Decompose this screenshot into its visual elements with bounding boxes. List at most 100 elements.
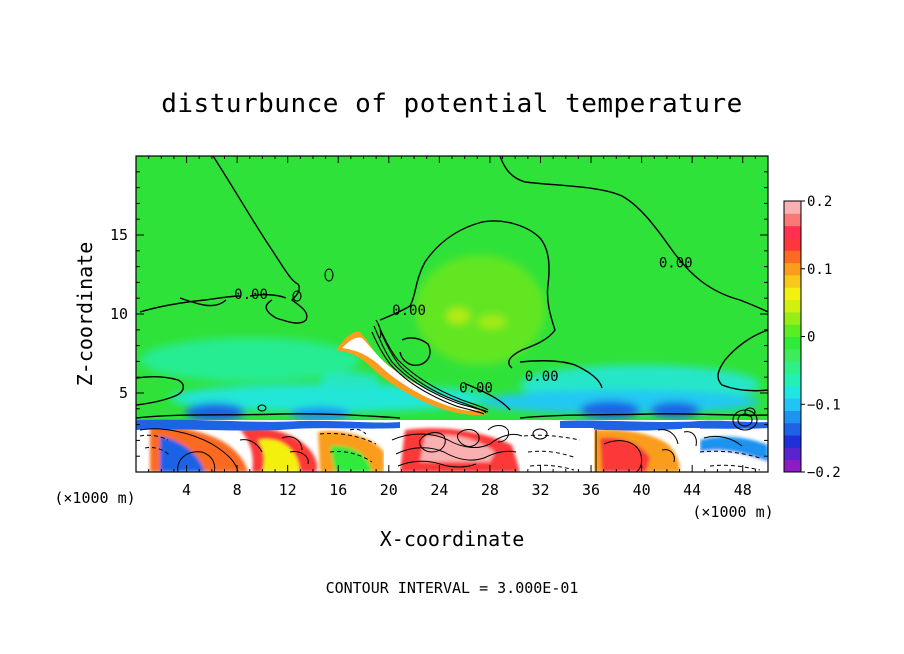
contour-zero — [499, 156, 768, 313]
cool-band — [140, 338, 360, 382]
surface-layer — [136, 419, 768, 472]
y-axis-ticks: 5 10 15 — [110, 171, 768, 457]
y-tick-label: 15 — [110, 226, 128, 244]
contour-small-features — [257, 268, 758, 440]
contour-zero — [465, 383, 511, 411]
chart-title: disturbunce of potential temperature — [161, 89, 743, 119]
x-tick-label: 20 — [380, 481, 398, 499]
contour-surface — [139, 425, 743, 472]
colorbar-segment — [784, 447, 801, 461]
colorbar-segment — [784, 410, 801, 424]
contour-zero — [519, 360, 603, 389]
field-shading — [140, 255, 760, 421]
colorbar-segment — [784, 435, 801, 448]
colorbar-segment — [784, 262, 801, 276]
diagonal-warm-streak — [336, 331, 486, 416]
x-tick-label: 36 — [582, 481, 600, 499]
colorbar-segment — [784, 459, 801, 473]
x-axis-ticks: 4 8 12 16 20 24 28 32 36 40 44 48 — [148, 156, 756, 499]
x-axis-label: X-coordinate — [380, 527, 525, 551]
surface-pink-patch — [420, 434, 495, 462]
colorbar-segment — [784, 274, 801, 288]
plot-area: 0.00 0.00 0.00 0.00 0.00 — [136, 156, 768, 472]
colorbar-segment — [784, 348, 801, 362]
contour-zero — [139, 295, 241, 313]
colorbar-segment — [784, 373, 801, 387]
x-unit-right: (×1000 m) — [692, 503, 773, 521]
colorbar — [783, 200, 802, 473]
warm-region-spot — [478, 315, 506, 329]
x-tick-label: 24 — [430, 481, 448, 499]
x-tick-label: 12 — [279, 481, 297, 499]
surface-white-column — [682, 428, 700, 472]
x-unit-left: (×1000 m) — [54, 489, 135, 507]
colorbar-segment — [784, 213, 801, 227]
surface-cold-patch — [330, 445, 372, 472]
contour-zero — [179, 297, 227, 307]
colorbar-tick-label: 0.1 — [807, 262, 832, 278]
contour-lines — [136, 156, 768, 419]
contour-zero — [399, 337, 431, 366]
colorbar-segment — [784, 336, 801, 350]
cold-spot — [650, 402, 700, 418]
x-tick-label: 40 — [633, 481, 651, 499]
colorbar-segment — [784, 361, 801, 374]
contour-label: 0.00 — [234, 287, 268, 303]
contour-zero — [265, 283, 308, 324]
contour-zero — [136, 375, 184, 406]
y-axis-label: Z-coordinate — [73, 242, 97, 387]
colorbar-segment — [784, 225, 801, 239]
surface-yellow-patch — [258, 439, 300, 472]
x-tick-label: 28 — [481, 481, 499, 499]
colorbar-segment — [784, 311, 801, 325]
contour-zero — [136, 413, 401, 419]
colorbar-segment — [784, 237, 801, 251]
contour-label: 0.00 — [459, 380, 493, 396]
colorbar-segment — [784, 287, 801, 301]
streak-core — [342, 337, 478, 412]
cold-spot — [320, 372, 380, 388]
contour-zero — [212, 156, 299, 285]
contour-zero — [379, 220, 556, 369]
colorbar-segment — [784, 299, 801, 313]
colorbar-tick-label: −0.2 — [807, 465, 841, 481]
contour-interval-note: CONTOUR INTERVAL = 3.000E-01 — [326, 579, 579, 597]
x-tick-label: 44 — [683, 481, 701, 499]
warm-region-upper — [415, 255, 545, 365]
colorbar-segment — [784, 398, 801, 411]
colorbar-tick-label: 0.2 — [807, 194, 832, 210]
surface-white-column — [384, 440, 400, 472]
colorbar-segment — [784, 385, 801, 399]
surface-cold-band — [136, 419, 400, 431]
contour-label: 0.00 — [659, 255, 693, 271]
contour-zero — [717, 329, 768, 392]
y-tick-label: 5 — [119, 384, 128, 402]
cold-spot — [580, 401, 640, 419]
y-tick-label: 10 — [110, 305, 128, 323]
x-tick-label: 16 — [329, 481, 347, 499]
contour-zero — [519, 413, 768, 419]
x-tick-label: 8 — [233, 481, 242, 499]
contour-labels: 0.00 0.00 0.00 0.00 0.00 — [234, 255, 693, 396]
x-tick-label: 4 — [182, 481, 191, 499]
warm-region-spot — [446, 308, 470, 324]
contour-label: 0.00 — [392, 303, 426, 319]
surface-cold-patch — [160, 436, 205, 472]
contour-cluster-streak — [371, 319, 489, 415]
contour-zero — [249, 293, 287, 299]
colorbar-tick-label: 0 — [807, 330, 815, 346]
colorbar-segment — [784, 250, 801, 264]
surface-hot-patch — [600, 437, 650, 472]
colorbar-segment — [784, 324, 801, 337]
x-tick-label: 48 — [734, 481, 752, 499]
surface-cold-patch — [700, 450, 768, 472]
cold-spot — [185, 403, 245, 421]
colorbar-segment — [784, 422, 801, 436]
colorbar-ticks: 0.2 0.1 0 −0.1 −0.2 — [801, 194, 841, 481]
x-tick-label: 32 — [531, 481, 549, 499]
surface-cold-band — [560, 420, 768, 431]
colorbar-tick-label: −0.1 — [807, 397, 841, 413]
contour-label: 0.00 — [525, 369, 559, 385]
colorbar-segment — [784, 201, 801, 214]
